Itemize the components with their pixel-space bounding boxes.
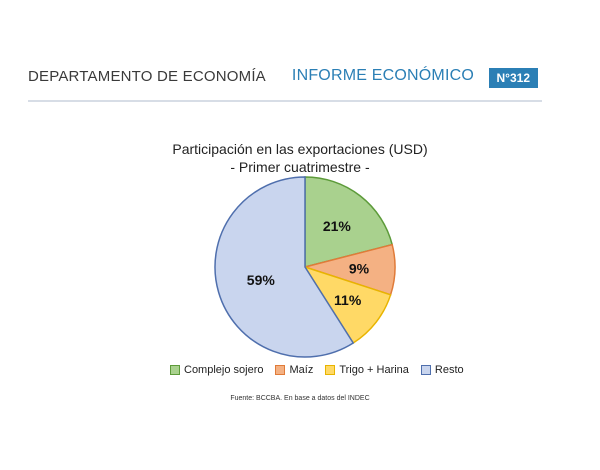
data-label-maiz: 9%	[349, 261, 370, 277]
report-number-badge: N°312	[488, 68, 538, 88]
legend-label: Maíz	[289, 364, 314, 376]
data-label-resto: 59%	[247, 272, 276, 288]
legend-swatch	[170, 365, 180, 375]
data-label-complejo-sojero: 21%	[323, 218, 352, 234]
legend-label: Trigo + Harina	[339, 364, 409, 376]
legend-swatch	[420, 365, 431, 375]
chart-legend: Complejo sojero Maíz Trigo + Harina Rest…	[170, 364, 464, 376]
legend-label: Resto	[434, 364, 464, 376]
legend-label: Complejo sojero	[184, 364, 264, 376]
legend-item-complejo-sojero: Complejo sojero	[170, 364, 263, 376]
legend-item-resto: Resto	[420, 364, 464, 376]
slice-resto	[214, 176, 355, 358]
report-title: INFORME ECONÓMICO	[291, 67, 474, 84]
slice-complejo-sojero	[304, 176, 394, 268]
source-note: Fuente: BCCBA. En base a datos del INDEC	[230, 395, 370, 402]
report-header: DEPARTAMENTO DE ECONOMÍA INFORME ECONÓMI…	[28, 62, 542, 102]
legend-swatch	[325, 365, 336, 375]
department-title: DEPARTAMENTO DE ECONOMÍA	[28, 68, 266, 85]
legend-item-maiz: Maíz	[275, 364, 313, 376]
legend-swatch	[275, 365, 286, 375]
chart-title: Participación en las exportaciones (USD)	[172, 141, 428, 157]
chart-subtitle: - Primer cuatrimestre -	[230, 159, 370, 175]
data-label-trigo-harina: 11%	[334, 292, 362, 308]
legend-item-trigo-harina: Trigo + Harina	[325, 364, 409, 376]
